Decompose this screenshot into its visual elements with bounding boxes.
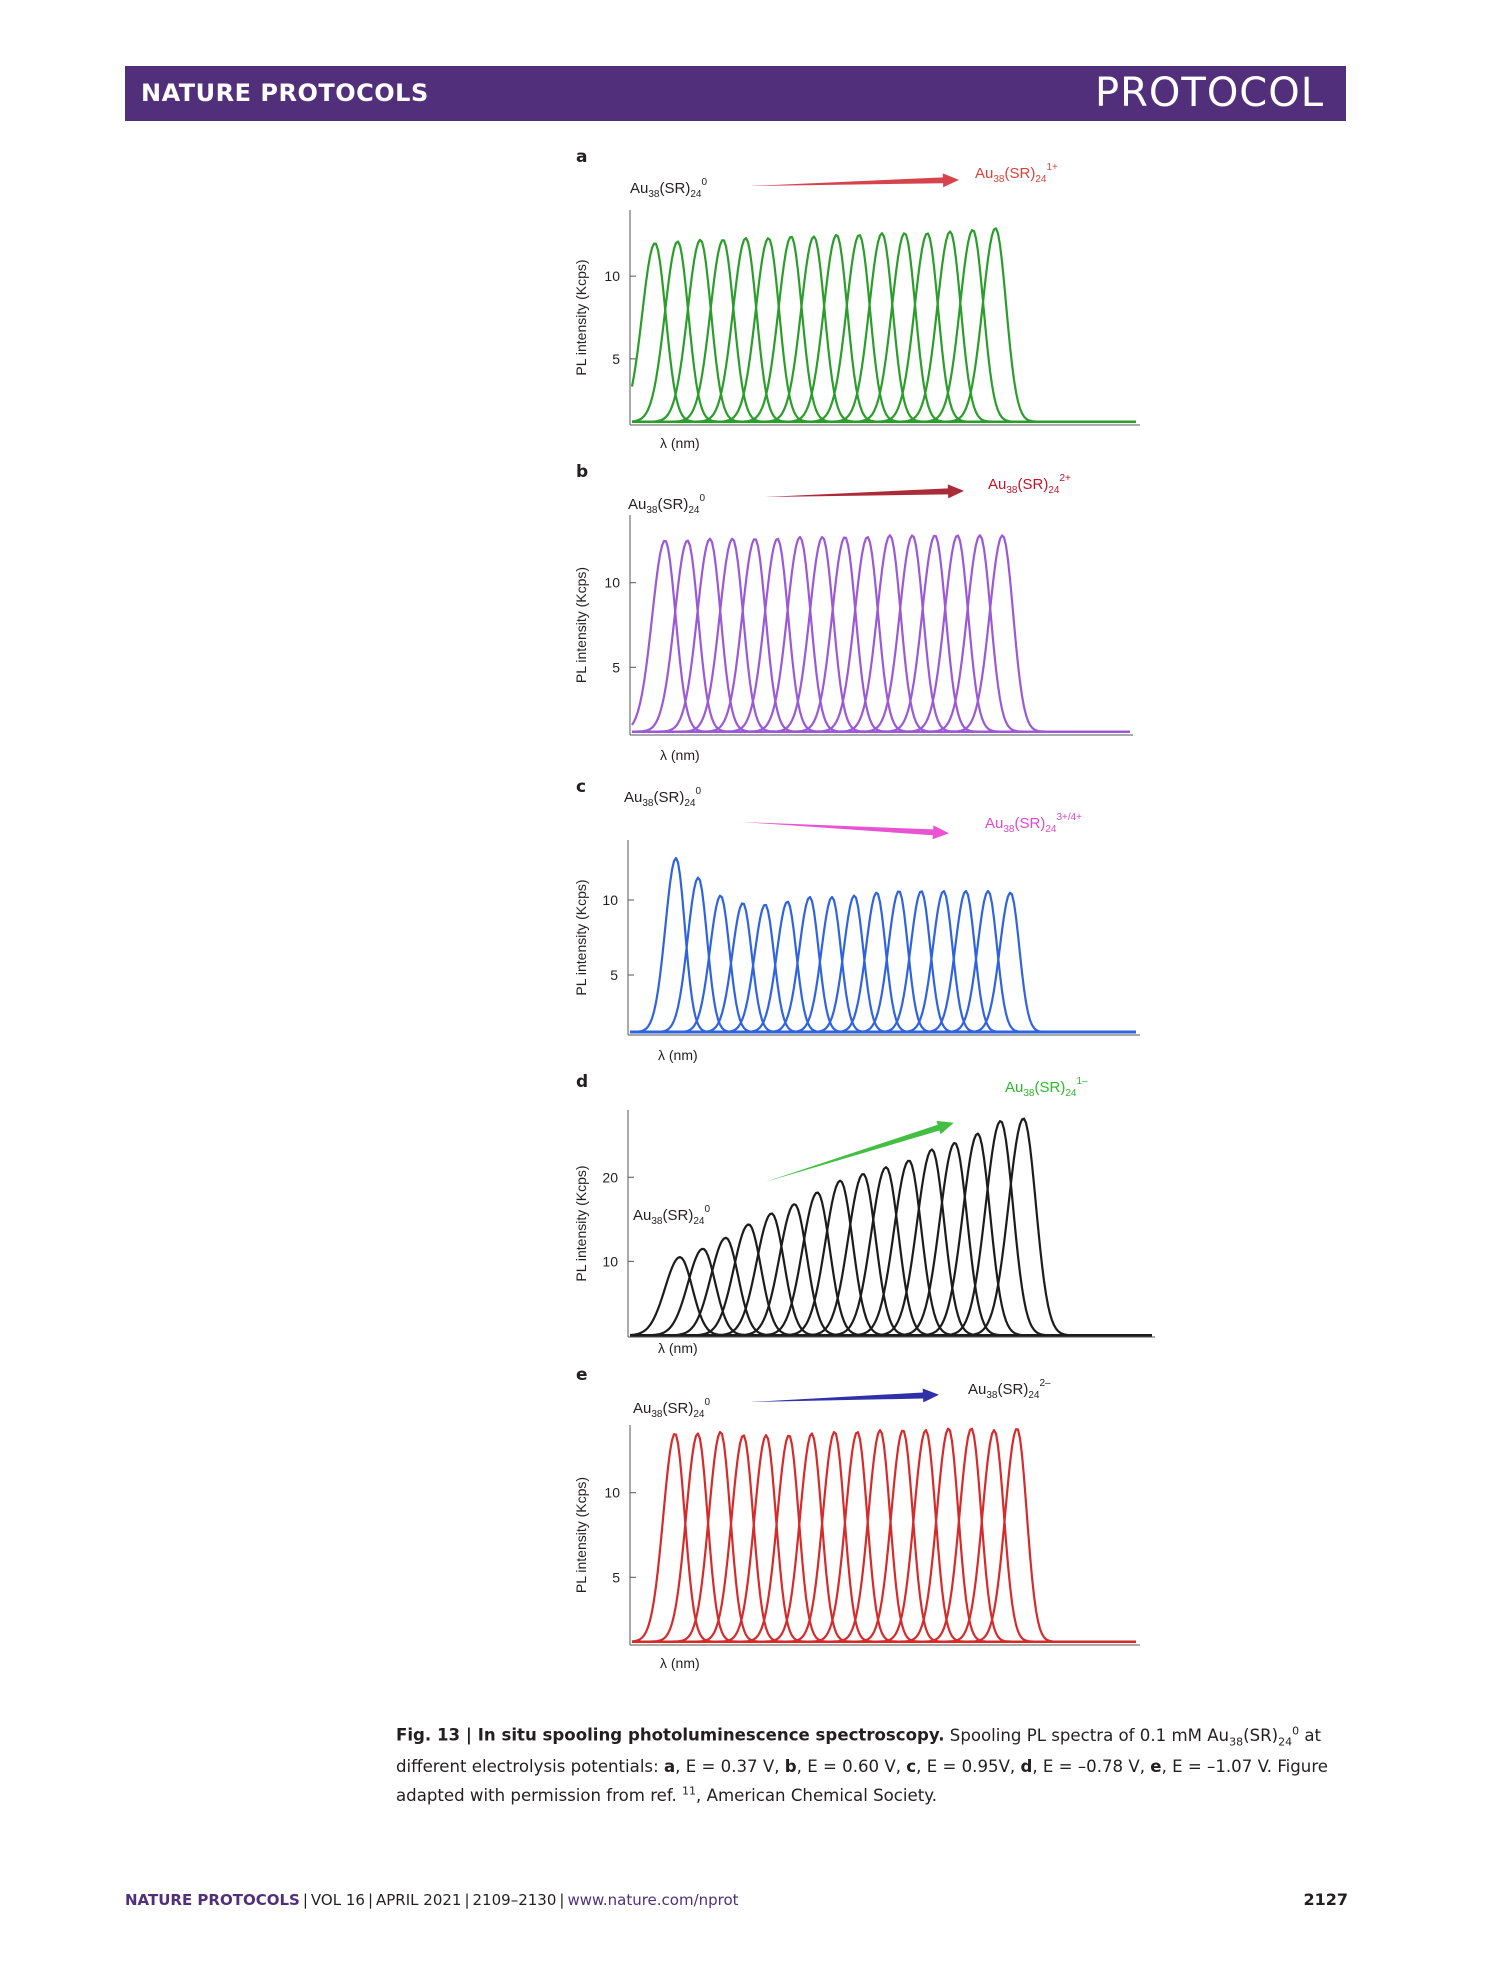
footer-journal: NATURE PROTOCOLS <box>125 1891 300 1909</box>
y-tick-label: 10 <box>604 575 620 591</box>
panel-c: c 10 5 PL intensity (Kcps) λ (nm) Au38(SR)240… <box>573 777 1140 1063</box>
panel-letter: b <box>576 462 588 482</box>
start-species-label: Au38(SR)240 <box>633 1397 710 1420</box>
y-tick-label: 10 <box>602 892 618 908</box>
caption-label: Fig. 13 | In situ spooling photoluminesc… <box>396 1725 945 1745</box>
spectrum-line <box>630 1223 1152 1337</box>
y-axis-label: PL intensity (Kcps) <box>573 1165 589 1281</box>
panel-letter: d <box>576 1072 588 1092</box>
y-axis-label: PL intensity (Kcps) <box>573 259 589 375</box>
article-type: PROTOCOL <box>1094 70 1324 116</box>
spectrum-line <box>632 1430 1136 1643</box>
page-number: 2127 <box>1303 1890 1348 1909</box>
spectrum-line <box>632 534 1130 733</box>
y-tick-label: 10 <box>604 1485 620 1501</box>
journal-header-bar: NATURE PROTOCOLS PROTOCOL <box>125 66 1346 121</box>
start-species-label: Au38(SR)240 <box>628 493 705 516</box>
footer-volume: VOL 16 <box>310 1891 365 1909</box>
y-tick-label: 10 <box>604 268 620 284</box>
spectrum-line <box>630 1120 1152 1337</box>
transition-arrow <box>742 822 949 840</box>
transition-arrow <box>765 1120 954 1182</box>
y-axis-label: PL intensity (Kcps) <box>573 879 589 995</box>
spectrum-line <box>630 1159 1152 1337</box>
transition-arrow <box>765 484 964 499</box>
start-species-label: Au38(SR)240 <box>624 786 701 809</box>
spectrum-line <box>630 890 1136 1034</box>
panel-e: e 10 5 PL intensity (Kcps) λ (nm) Au38(SR)240… <box>573 1365 1140 1671</box>
spectrum-line <box>630 1203 1152 1337</box>
spectrum-line <box>630 1132 1152 1337</box>
page-footer: NATURE PROTOCOLS | VOL 16 | APRIL 2021 | 2109–… <box>125 1891 739 1909</box>
end-species-label: Au38(SR)243+/4+ <box>985 812 1082 835</box>
spectrum-line <box>630 891 1136 1034</box>
x-axis-label: λ (nm) <box>660 1655 700 1671</box>
y-tick-label: 5 <box>610 967 618 983</box>
spectrum-line <box>632 239 1136 423</box>
y-axis-label: PL intensity (Kcps) <box>573 1477 589 1593</box>
transition-arrow <box>750 1388 939 1403</box>
spectrum-line <box>630 889 1136 1034</box>
spectrum-line <box>630 891 1136 1034</box>
journal-name: NATURE PROTOCOLS <box>141 79 429 107</box>
x-axis-label: λ (nm) <box>660 435 700 451</box>
figure-caption: Fig. 13 | In situ spooling photoluminesc… <box>396 1718 1348 1808</box>
footer-pages: 2109–2130 <box>472 1891 557 1909</box>
spectrum-line <box>630 1212 1152 1337</box>
spectrum-line <box>630 890 1136 1034</box>
panel-letter: e <box>576 1365 588 1385</box>
panel-d: d 20 10 PL intensity (Kcps) λ (nm) Au38(SR)24… <box>573 1072 1155 1356</box>
x-axis-label: λ (nm) <box>660 747 700 763</box>
y-tick-label: 5 <box>612 1569 620 1585</box>
y-tick-label: 5 <box>612 659 620 675</box>
spectrum-line <box>632 227 1136 423</box>
y-tick-label: 10 <box>602 1253 618 1269</box>
transition-arrow <box>750 173 959 188</box>
end-species-label: Au38(SR)242+ <box>988 473 1071 496</box>
y-tick-label: 5 <box>612 351 620 367</box>
panel-b: b 10 5 PL intensity (Kcps) λ (nm) Au38(SR)240… <box>573 462 1133 763</box>
x-axis-label: λ (nm) <box>658 1047 698 1063</box>
spectrum-line <box>632 1428 1136 1643</box>
start-species-label: Au38(SR)240 <box>633 1204 710 1227</box>
footer-date: APRIL 2021 <box>376 1891 462 1909</box>
end-species-label: Au38(SR)242– <box>968 1378 1051 1401</box>
spectrum-line <box>630 889 1136 1034</box>
panel-letter: a <box>576 147 587 167</box>
y-tick-label: 20 <box>602 1169 618 1185</box>
x-axis-label: λ (nm) <box>658 1340 698 1356</box>
spectrum-line <box>630 1117 1152 1337</box>
spectrum-line <box>630 876 1136 1034</box>
caption-text: Spooling PL spectra of 0.1 mM Au38(SR)24… <box>396 1724 1328 1806</box>
panel-letter: c <box>576 777 586 797</box>
start-species-label: Au38(SR)240 <box>630 177 707 200</box>
end-species-label: Au38(SR)241+ <box>975 162 1058 185</box>
end-species-label: Au38(SR)241– <box>1005 1076 1088 1099</box>
panel-a: a 10 5 PL intensity (Kcps) λ (nm) Au38(SR)240… <box>573 147 1140 451</box>
footer-url-link[interactable]: www.nature.com/nprot <box>567 1891 739 1909</box>
spectrum-line <box>630 890 1136 1034</box>
spectrum-line <box>630 856 1136 1034</box>
spectrum-line <box>630 1142 1152 1337</box>
y-axis-label: PL intensity (Kcps) <box>573 567 589 683</box>
